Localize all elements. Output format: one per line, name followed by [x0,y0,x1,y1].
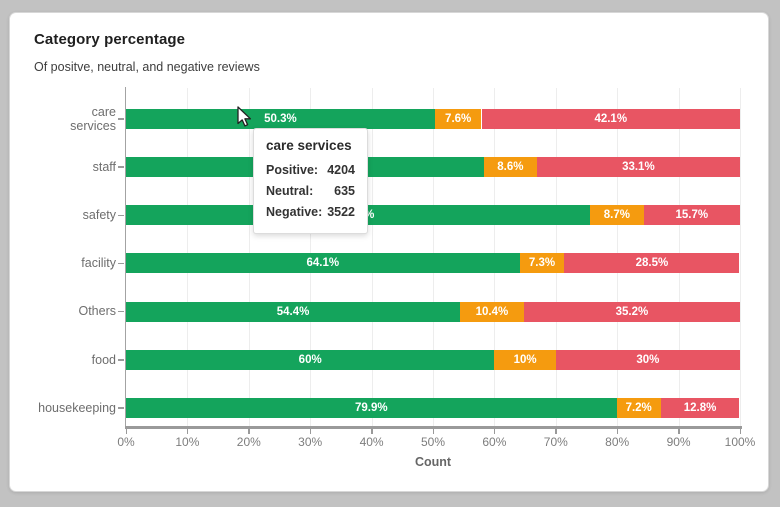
bar-segment-positive-housekeeping[interactable]: 79.9% [126,397,617,418]
bar-value-label: 10% [513,353,537,366]
bar-segment-neutral-staff[interactable]: 8.6% [483,157,537,178]
x-tick-label: 0% [117,435,135,449]
bar-segment-positive-care-services[interactable]: 50.3% [126,109,435,129]
bar-segment-negative-safety[interactable]: 15.7% [643,205,740,226]
y-axis-tick [118,118,124,120]
bar-value-label: 33.1% [622,161,655,174]
bar-segment-negative-food[interactable]: 30% [555,349,740,370]
bar-segment-positive-facility[interactable]: 64.1% [126,253,520,274]
tooltip-neutral-label: Neutral: [266,184,314,198]
x-tick-label: 10% [175,435,200,449]
bar-segment-negative-staff[interactable]: 33.1% [536,157,740,178]
tooltip-negative-label: Negative: [266,205,323,219]
x-axis-line [124,426,742,429]
bar-value-label: 79.9% [354,401,388,414]
tooltip-negative-value: 3522 [327,205,355,219]
tooltip-neutral-value: 635 [334,184,355,198]
category-label: food [91,352,116,367]
x-tick-label: 90% [666,435,691,449]
bar-value-label: 30% [636,353,660,366]
x-axis-tick [616,428,619,434]
bar-segment-negative-housekeeping[interactable]: 12.8% [660,397,740,418]
x-tick-label: 80% [605,435,630,449]
card-subtitle: Of positve, neutral, and negative review… [34,60,260,74]
bar-value-label: 7.6% [445,113,472,125]
bar-value-label: 54.4% [276,305,310,318]
bar-value-label: 50.3% [264,113,297,125]
bar-segment-positive-Others[interactable]: 54.4% [126,301,461,322]
x-axis-tick [739,428,741,434]
x-axis-tick [432,428,434,434]
category-label: staff [92,159,116,174]
tooltip-row-negative: Negative: 3522 [266,202,355,223]
bar-value-label: 8.6% [497,161,524,174]
x-tick-label: 100% [724,435,756,449]
x-tick-label: 40% [359,435,384,449]
bar-segment-negative-care-services[interactable]: 42.1% [481,109,740,129]
bar-value-label: 12.8% [683,401,717,414]
category-label: housekeeping [38,400,116,415]
x-tick-label: 20% [236,435,261,449]
y-axis-tick [118,310,124,313]
y-axis-tick [118,359,124,361]
category-label: Others [78,304,116,319]
x-axis-tick [125,428,127,434]
x-axis-tick [371,428,373,434]
bar-value-label: 35.2% [615,305,649,318]
x-axis-tick [555,428,557,434]
mouse-cursor-icon [237,106,252,127]
bar-value-label: 64.1% [306,257,340,270]
bar-value-label: 60% [298,353,322,366]
x-tick-label: 50% [420,435,446,449]
tooltip-positive-value: 4204 [327,163,355,177]
bar-value-label: 8.7% [603,209,630,222]
tooltip-positive-label: Positive: [266,163,319,177]
card-title: Category percentage [34,31,186,48]
y-axis-tick [118,407,124,409]
bar-segment-neutral-care-services[interactable]: 7.6% [434,109,482,129]
x-tick-label: 30% [298,435,323,449]
bar-value-label: 15.7% [675,209,709,222]
y-axis-tick [118,262,124,265]
bar-value-label: 7.3% [528,257,556,270]
chart-tooltip: care services Positive: 4204 Neutral: 63… [253,128,368,234]
x-axis-title: Count [414,455,452,469]
x-axis-tick [678,428,680,434]
category-label: care services [70,104,116,133]
tooltip-row-neutral: Neutral: 635 [266,181,355,202]
gridline [740,88,741,426]
x-axis-tick [248,428,250,434]
bar-segment-positive-food[interactable]: 60% [126,349,495,370]
tooltip-row-positive: Positive: 4204 [266,160,355,181]
y-axis-line [124,87,126,428]
bar-segment-neutral-housekeeping[interactable]: 7.2% [616,397,661,418]
bar-value-label: 42.1% [594,113,628,125]
bar-segment-negative-Others[interactable]: 35.2% [523,301,740,322]
y-axis-tick [118,166,124,168]
category-label: facility [81,256,116,271]
bar-segment-neutral-Others[interactable]: 10.4% [460,301,524,322]
tooltip-title: care services [266,138,352,153]
y-axis-tick [118,214,124,217]
x-axis-tick [186,428,189,434]
bar-value-label: 7.2% [625,401,652,414]
category-label: safety [82,208,116,223]
bar-segment-neutral-facility[interactable]: 7.3% [519,253,565,274]
bar-segment-negative-facility[interactable]: 28.5% [564,253,740,274]
bar-value-label: 28.5% [635,257,669,270]
x-axis-tick [493,428,496,434]
x-tick-label: 70% [543,435,568,449]
bar-segment-neutral-safety[interactable]: 8.7% [590,205,644,226]
x-axis-tick [309,428,312,434]
bar-segment-neutral-food[interactable]: 10% [494,349,556,370]
x-tick-label: 60% [482,435,507,449]
bar-value-label: 10.4% [475,305,509,318]
